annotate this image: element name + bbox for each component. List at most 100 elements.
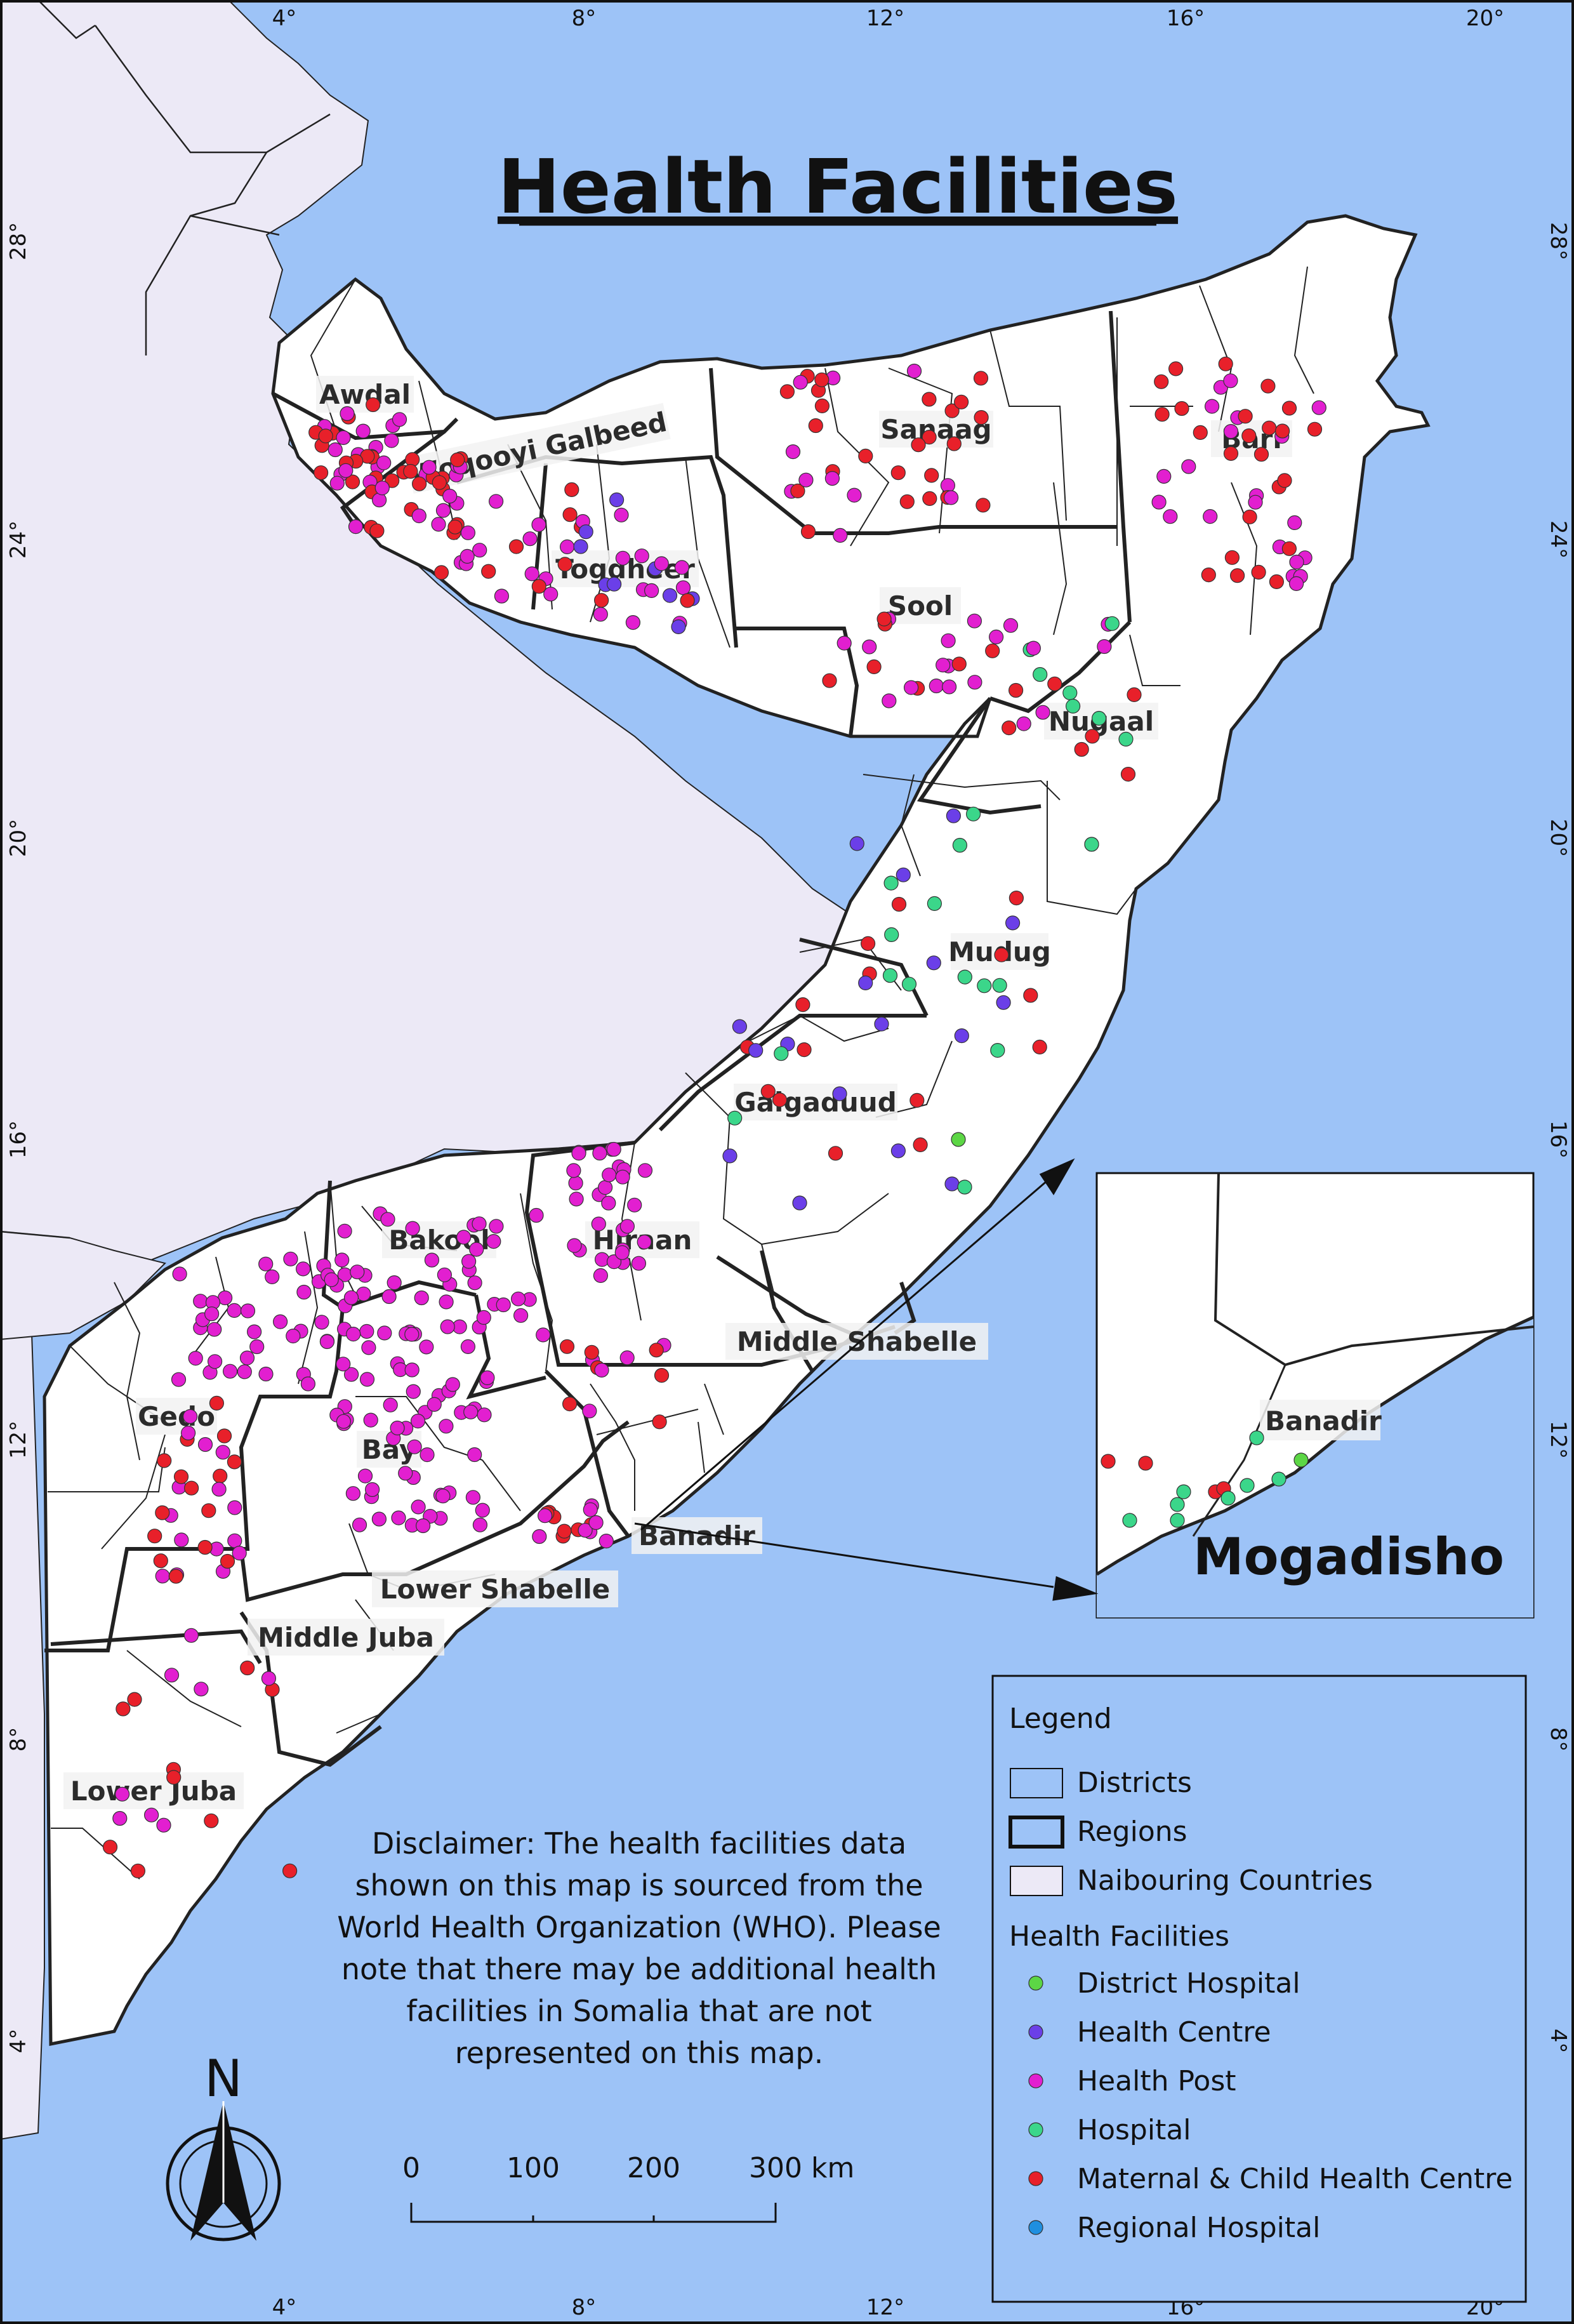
facility-point xyxy=(808,418,823,434)
facility-point xyxy=(790,483,805,499)
legend-item: Health Post xyxy=(1077,2065,1236,2097)
facility-point xyxy=(356,1286,371,1301)
facility-point xyxy=(197,1437,213,1452)
facility-point xyxy=(1023,988,1038,1003)
facility-point xyxy=(1151,495,1167,510)
tick-label: 20° xyxy=(1466,6,1504,31)
facility-point xyxy=(862,639,877,654)
facility-point xyxy=(814,398,830,414)
facility-point xyxy=(1281,541,1297,556)
facility-point xyxy=(1016,716,1031,731)
mogadisho-inset: Banadir Mogadisho xyxy=(1095,1172,1535,1619)
facility-point xyxy=(625,614,641,630)
facility-point xyxy=(166,1770,182,1785)
facility-point xyxy=(116,1701,131,1716)
facility-point xyxy=(795,997,810,1013)
facility-point xyxy=(215,1445,230,1460)
tick-label: 8° xyxy=(1545,1727,1571,1752)
tick-label: 8° xyxy=(6,1727,31,1752)
facility-point xyxy=(476,1310,491,1325)
facility-point xyxy=(486,1233,501,1249)
legend-item: Naibouring Countries xyxy=(1077,1864,1373,1897)
facility-point xyxy=(583,1502,598,1517)
facility-point xyxy=(240,1660,255,1676)
facility-point xyxy=(772,1092,788,1108)
scale-bar: 0 100 200 300 km xyxy=(402,2152,854,2223)
facility-point xyxy=(469,1242,484,1257)
facility-point xyxy=(411,508,427,524)
facility-point xyxy=(748,1043,764,1058)
facility-point xyxy=(601,1195,616,1211)
facility-point xyxy=(314,1315,329,1330)
facility-point xyxy=(467,1275,482,1291)
facility-point xyxy=(155,1569,170,1584)
facility-point xyxy=(644,583,659,599)
tick-label: 20° xyxy=(1545,819,1571,857)
facility-point xyxy=(822,673,837,688)
facility-point xyxy=(1288,576,1304,592)
tick-label: 16° xyxy=(6,1120,31,1159)
facility-point xyxy=(1138,1456,1153,1471)
facility-point xyxy=(634,548,649,564)
facility-point xyxy=(481,564,496,579)
tick-label: 12° xyxy=(1545,1421,1571,1459)
facility-point xyxy=(824,470,840,486)
facility-point xyxy=(924,468,939,483)
facility-point xyxy=(593,607,608,622)
facility-point xyxy=(566,1163,581,1178)
facility-point xyxy=(357,1468,373,1484)
facility-point xyxy=(477,1407,492,1423)
tick-label: 16° xyxy=(1167,6,1205,31)
tick-label: 8° xyxy=(572,6,597,31)
tick-label: 4° xyxy=(6,2029,31,2054)
facility-point xyxy=(858,448,873,464)
map-title: Health Facilities xyxy=(498,143,1178,230)
facility-point xyxy=(1047,676,1062,691)
facility-point xyxy=(374,480,390,496)
facility-point xyxy=(899,494,915,509)
svg-text:Lower Juba: Lower Juba xyxy=(70,1776,237,1807)
facility-point xyxy=(1240,1478,1255,1493)
facility-point xyxy=(155,1505,170,1520)
facility-point xyxy=(319,1334,335,1350)
facility-point xyxy=(973,371,989,386)
facility-point xyxy=(866,659,882,675)
facility-point xyxy=(1281,401,1297,416)
facility-point xyxy=(282,1863,298,1878)
facility-point xyxy=(779,384,795,399)
facility-point xyxy=(1002,720,1017,736)
facility-point xyxy=(797,1042,812,1058)
facility-point xyxy=(1193,425,1208,441)
facility-point xyxy=(909,1092,925,1108)
tick-label: 28° xyxy=(6,222,31,260)
legend-item: Regions xyxy=(1077,1816,1187,1848)
tick-label: 12° xyxy=(866,2295,904,2320)
facility-point xyxy=(1035,705,1050,720)
facility-point xyxy=(213,1468,228,1484)
facility-point xyxy=(371,1511,387,1527)
facility-point xyxy=(562,1397,578,1412)
svg-text:Sanaag: Sanaag xyxy=(880,414,991,445)
facility-point xyxy=(943,490,959,505)
facility-point xyxy=(406,1384,421,1399)
facility-point xyxy=(369,523,385,538)
disclaimer-line: represented on this map. xyxy=(455,2036,823,2070)
facility-point xyxy=(874,1016,889,1032)
facility-point xyxy=(1074,741,1089,757)
legend-item: Maternal & Child Health Centre xyxy=(1077,2163,1513,2195)
facility-point xyxy=(649,1343,664,1358)
facility-point xyxy=(1249,1430,1264,1445)
facility-point xyxy=(376,455,392,470)
facility-point xyxy=(411,476,427,491)
facility-point xyxy=(847,488,862,503)
facility-point xyxy=(102,1840,118,1855)
facility-point xyxy=(584,1345,599,1360)
facility-point xyxy=(1003,618,1019,633)
facility-point xyxy=(680,593,695,608)
facility-point xyxy=(927,896,942,912)
facility-point xyxy=(355,423,371,439)
facility-point xyxy=(876,611,892,627)
facility-point xyxy=(421,460,437,475)
legend-item: Health Centre xyxy=(1077,2016,1271,2048)
scale-label: 200 xyxy=(627,2152,680,2184)
